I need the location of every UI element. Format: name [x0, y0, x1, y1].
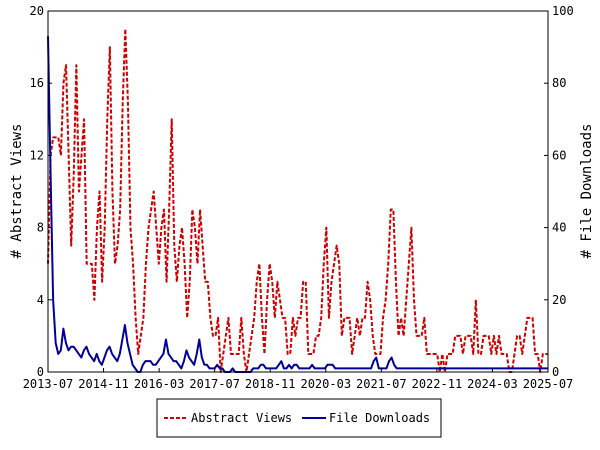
y-left-tick-label: 4	[37, 293, 44, 307]
legend-box	[156, 398, 442, 438]
x-tick-label: 2014-11	[78, 377, 129, 391]
y-left-tick-label: 0	[37, 365, 44, 379]
series-line-abstract-views	[47, 28, 548, 373]
legend-label-abstract-views: Abstract Views	[191, 411, 292, 425]
y-left-tick-label: 8	[37, 221, 44, 235]
y-right-tick-label: 20	[552, 293, 566, 307]
series-line-file-downloads	[47, 36, 548, 373]
x-tick-label: 2025-07	[523, 377, 574, 391]
plot-frame	[47, 10, 549, 373]
y-left-tick-label: 12	[30, 148, 44, 162]
x-tick-label: 2017-07	[189, 377, 240, 391]
x-tick-label: 2016-03	[134, 377, 185, 391]
tick-layer: 2013-07 2014-11 2016-03 2017-07 2018-11 2020-…	[23, 4, 574, 391]
y-right-tick-label: 80	[552, 76, 566, 90]
legend-label-file-downloads: File Downloads	[329, 411, 430, 425]
y-left-tick-label: 16	[30, 76, 44, 90]
y-axis-right-title: # File Downloads	[579, 124, 595, 259]
x-tick-label: 2021-07	[356, 377, 407, 391]
legend: Abstract Views File Downloads	[156, 398, 442, 438]
x-tick-label: 2013-07	[23, 377, 74, 391]
y-left-tick-label: 20	[30, 4, 44, 18]
series-layer	[47, 28, 548, 373]
y-right-tick-label: 0	[552, 365, 559, 379]
x-tick-label: 2024-03	[467, 377, 518, 391]
y-right-tick-label: 100	[552, 4, 574, 18]
x-tick-label: 2020-03	[300, 377, 351, 391]
y-axis-left-title: # Abstract Views	[9, 124, 25, 259]
y-right-tick-label: 40	[552, 221, 566, 235]
x-tick-label: 2022-11	[412, 377, 463, 391]
x-tick-label: 2018-11	[245, 377, 296, 391]
y-right-tick-label: 60	[552, 148, 566, 162]
